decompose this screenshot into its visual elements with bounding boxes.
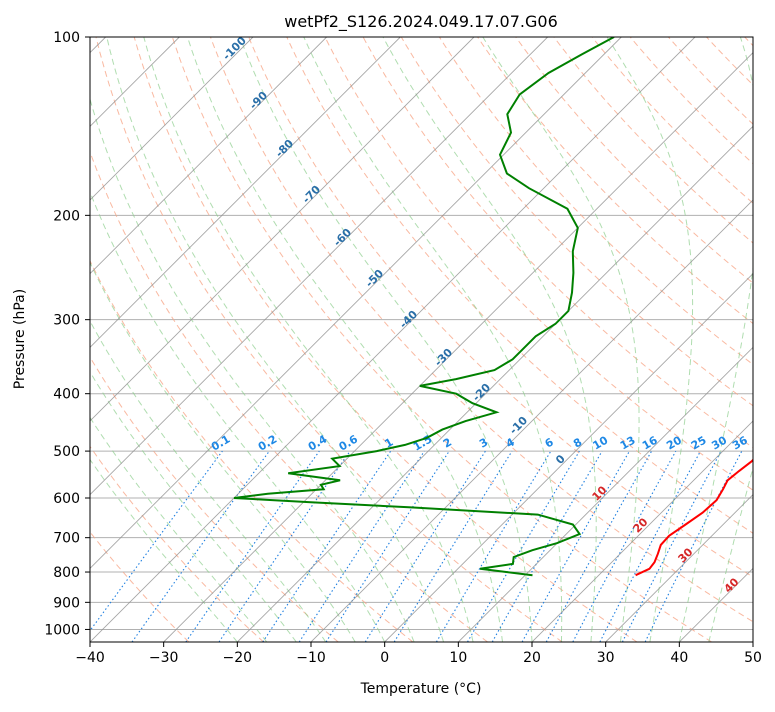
mixing-ratio-label: 25	[689, 434, 709, 453]
sounding-profiles	[234, 37, 775, 575]
moist-adiabat	[144, 37, 473, 642]
isotherm	[0, 37, 474, 642]
isotherm-label: -20	[470, 381, 493, 404]
isotherm	[90, 37, 695, 642]
isotherm	[0, 37, 548, 642]
y-axis-ticks: 100 200 300 400 500 600 700 800 900 1000	[44, 30, 90, 638]
mixing-ratio-label: 10	[591, 433, 611, 452]
isotherm	[385, 37, 775, 642]
mixing-ratio-line	[546, 451, 651, 642]
mixing-ratio-label: 0.2	[256, 433, 279, 454]
temperature-profile-line	[636, 37, 775, 575]
y-tick-label: 500	[53, 444, 80, 460]
y-tick-label: 800	[53, 565, 80, 581]
dry-adiabat	[745, 37, 775, 642]
chart-title: wetPf2_S126.2024.049.17.07.G06	[284, 12, 558, 32]
mixing-ratio-label: 36	[730, 433, 750, 452]
isotherm	[0, 37, 400, 642]
isotherm-label: -50	[363, 267, 386, 290]
moist-adiabat	[22, 37, 355, 642]
mixing-ratio-line	[326, 451, 449, 642]
moist-adiabat	[709, 37, 775, 642]
x-tick-label: −40	[75, 650, 105, 666]
mixing-ratio-line	[468, 451, 580, 642]
y-tick-label: 900	[53, 595, 80, 611]
isotherm-label: -80	[273, 137, 296, 160]
mixing-ratio-line	[82, 451, 223, 642]
y-tick-label: 200	[53, 208, 80, 224]
isotherm-label: -90	[247, 89, 270, 112]
isotherm	[0, 37, 253, 642]
dry-adiabat	[554, 37, 775, 642]
y-axis-label: Pressure (hPa)	[12, 289, 28, 389]
y-tick-label: 100	[53, 30, 80, 46]
mixing-ratio-line	[263, 451, 391, 642]
pressure-gridlines	[90, 37, 753, 629]
isotherm-label: -70	[300, 183, 323, 206]
x-tick-label: 10	[449, 650, 467, 666]
dry-adiabat	[0, 37, 189, 642]
dry-adiabat	[707, 37, 775, 642]
isotherm	[311, 37, 775, 642]
y-tick-label: 600	[53, 491, 80, 507]
y-tick-label: 1000	[44, 622, 80, 638]
isotherm	[164, 37, 769, 642]
isotherm	[458, 37, 775, 642]
mixing-ratio-line	[299, 451, 424, 642]
mixing-ratio-label: 30	[709, 433, 729, 452]
y-tick-label: 300	[53, 313, 80, 329]
mixing-ratio-label: 0.4	[306, 432, 330, 453]
mixing-ratio-label: 0.1	[209, 433, 232, 454]
x-tick-label: 40	[670, 650, 688, 666]
x-tick-label: 20	[523, 650, 541, 666]
isotherm-label: 10	[590, 483, 610, 503]
mixing-ratio-label: 6	[543, 435, 556, 450]
moist-adiabat	[188, 37, 503, 642]
x-tick-label: −20	[223, 650, 253, 666]
mixing-ratio-label: 0.6	[337, 432, 361, 453]
isotherm	[679, 37, 775, 642]
isotherm-label: 30	[676, 545, 696, 565]
dry-adiabat	[134, 37, 637, 642]
x-tick-label: −10	[296, 650, 326, 666]
x-tick-label: 0	[380, 650, 389, 666]
x-tick-label: 50	[744, 650, 762, 666]
mixing-ratio-line	[365, 451, 485, 642]
dry-adiabat	[0, 37, 264, 642]
mixing-ratio-lines	[82, 451, 742, 642]
x-tick-label: 30	[597, 650, 615, 666]
y-tick-label: 400	[53, 387, 80, 403]
mixing-ratio-label: 16	[640, 433, 660, 452]
mixing-ratio-label: 13	[618, 434, 638, 453]
x-axis-ticks: −40 −30 −20 −10 0 10 20 30 40 50	[75, 642, 762, 666]
dry-adiabat	[516, 37, 775, 642]
dewpoint-profile-line	[234, 37, 614, 575]
dry-adiabat	[0, 37, 338, 642]
isotherm-label: -10	[507, 414, 530, 437]
moist-adiabat	[0, 37, 237, 642]
plot-frame	[90, 37, 753, 642]
isotherm-label: -30	[432, 346, 455, 369]
isotherm-label: -40	[397, 308, 420, 331]
moist-adiabat	[304, 37, 562, 642]
x-axis-label: Temperature (°C)	[360, 681, 482, 697]
isotherm	[0, 37, 327, 642]
isotherm	[237, 37, 775, 642]
dry-adiabat	[58, 37, 488, 642]
x-tick-label: −30	[149, 650, 179, 666]
mixing-ratio-label: 8	[571, 436, 584, 451]
mixing-ratio-line	[522, 451, 629, 642]
y-tick-label: 700	[53, 531, 80, 547]
isotherm	[753, 37, 775, 642]
moist-adiabat	[240, 37, 532, 642]
isotherm-label: 0	[553, 452, 568, 467]
dry-adiabat	[20, 37, 413, 642]
isotherm-label: -60	[331, 226, 354, 249]
